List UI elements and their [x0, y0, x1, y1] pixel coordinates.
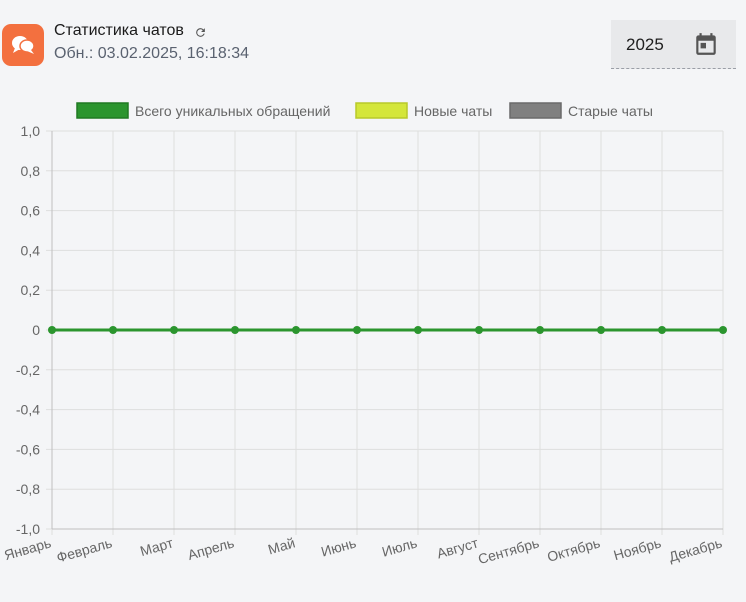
legend-swatch[interactable] — [76, 102, 129, 119]
x-tick-label: Май — [266, 535, 297, 558]
x-tick-label: Ноябрь — [612, 535, 663, 564]
data-point[interactable] — [475, 326, 483, 334]
x-tick-label: Февраль — [55, 535, 114, 566]
chart-series — [48, 326, 727, 334]
y-tick-label: 0,8 — [21, 163, 41, 179]
y-tick-label: -0,8 — [16, 481, 40, 497]
x-tick-label: Март — [138, 534, 175, 559]
x-tick-label: Апрель — [186, 535, 236, 563]
legend-label[interactable]: Старые чаты — [568, 103, 653, 119]
legend-swatch[interactable] — [509, 102, 562, 119]
y-tick-label: 1,0 — [21, 123, 41, 139]
x-tick-label: Сентябрь — [476, 535, 541, 568]
chart-legend: Всего уникальных обращений Новые чаты Стар… — [76, 102, 653, 119]
y-tick-label: 0,4 — [21, 242, 41, 258]
data-point[interactable] — [536, 326, 544, 334]
last-updated-text: Обн.: 03.02.2025, 16:18:34 — [54, 45, 250, 62]
header: Статистика чатов Обн.: 03.02.2025, 16:18… — [54, 22, 249, 63]
x-axis: Январь Февраль Март Апрель Май Июнь Июль Август… — [2, 534, 724, 567]
calendar-icon[interactable] — [693, 31, 719, 62]
legend-label[interactable]: Новые чаты — [414, 103, 492, 119]
x-tick-label: Декабрь — [667, 535, 724, 565]
legend-swatch[interactable] — [355, 102, 408, 119]
x-tick-label: Октябрь — [545, 535, 602, 565]
data-point[interactable] — [170, 326, 178, 334]
data-point[interactable] — [597, 326, 605, 334]
data-point[interactable] — [292, 326, 300, 334]
y-tick-label: 0,6 — [21, 203, 41, 219]
year-value[interactable]: 2025 — [626, 35, 664, 54]
x-tick-label: Август — [435, 534, 480, 561]
x-tick-label: Январь — [2, 535, 53, 564]
chart-grid — [46, 130, 724, 535]
data-point[interactable] — [353, 326, 361, 334]
legend-label[interactable]: Всего уникальных обращений — [135, 103, 330, 119]
y-tick-label: -0,6 — [16, 441, 40, 457]
y-tick-label: -0,2 — [16, 362, 40, 378]
data-point[interactable] — [48, 326, 56, 334]
x-tick-label: Июнь — [319, 535, 358, 560]
y-tick-label: 0,2 — [21, 282, 41, 298]
data-point[interactable] — [109, 326, 117, 334]
chat-bubbles-icon — [2, 24, 44, 66]
data-point[interactable] — [658, 326, 666, 334]
data-point[interactable] — [414, 326, 422, 334]
y-axis: 1,0 0,8 0,6 0,4 0,2 0 -0,2 -0,4 -0,6 -0,8 -1,0 — [16, 123, 40, 537]
data-point[interactable] — [719, 326, 727, 334]
year-picker[interactable]: 2025 — [611, 20, 736, 69]
page-title: Статистика чатов — [54, 22, 184, 39]
y-tick-label: -1,0 — [16, 521, 40, 537]
x-tick-label: Июль — [380, 535, 419, 560]
data-point[interactable] — [231, 326, 239, 334]
y-tick-label: -0,4 — [16, 402, 40, 418]
y-tick-label: 0 — [32, 322, 40, 338]
